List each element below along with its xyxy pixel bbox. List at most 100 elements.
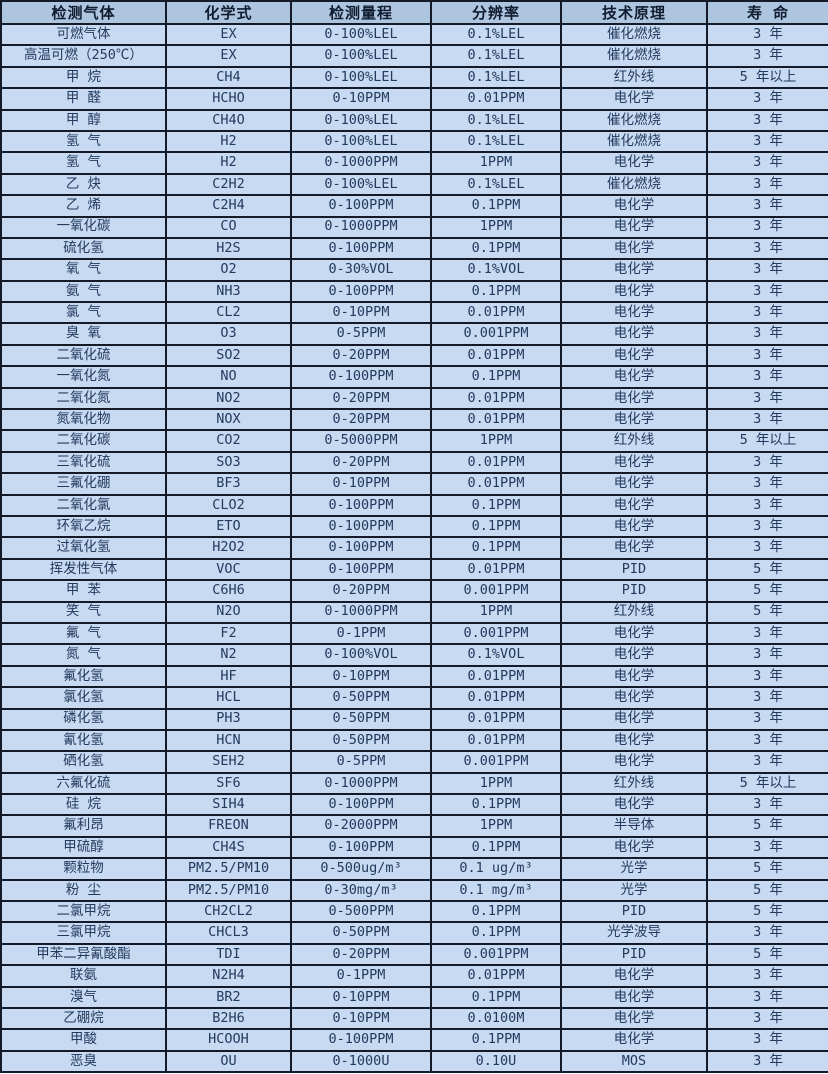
cell-formula: BR2	[165, 985, 292, 1009]
cell-formula: HCOOH	[165, 1028, 292, 1052]
cell-principle: 电化学	[560, 664, 708, 689]
cell-gas: 氧 气	[0, 258, 167, 282]
cell-range: 0-100%LEL	[290, 129, 432, 154]
table-row: 氢 气 H2 0-1000PPM 1PPM 电化学 3 年	[0, 151, 828, 175]
cell-gas: 氯化氢	[0, 686, 167, 710]
cell-range: 0-20PPM	[290, 408, 432, 432]
cell-formula: C2H4	[165, 194, 292, 218]
cell-range: 0-2000PPM	[290, 814, 432, 838]
cell-formula: SO2	[165, 343, 292, 368]
table-row: 氧 气 O2 0-30%VOL 0.1%VOL 电化学 3 年	[0, 258, 828, 282]
cell-resolution: 0.001PPM	[430, 579, 562, 603]
cell-lifespan: 3 年	[706, 536, 828, 560]
cell-gas: 臭 氧	[0, 322, 167, 346]
cell-formula: N2H4	[165, 964, 292, 988]
cell-gas: 甲酸	[0, 1028, 167, 1052]
cell-gas: 二氧化硫	[0, 343, 167, 368]
cell-range: 0-50PPM	[290, 921, 432, 945]
cell-gas: 硅 烷	[0, 793, 167, 817]
cell-lifespan: 3 年	[706, 686, 828, 710]
cell-range: 0-100PPM	[290, 793, 432, 817]
cell-principle: 电化学	[560, 1006, 708, 1031]
cell-formula: O2	[165, 258, 292, 282]
cell-resolution: 0.01PPM	[430, 450, 562, 475]
table-row: 一氧化氮 NO 0-100PPM 0.1PPM 电化学 3 年	[0, 365, 828, 389]
cell-gas: 乙 炔	[0, 172, 167, 197]
cell-range: 0-20PPM	[290, 450, 432, 475]
cell-formula: H2	[165, 151, 292, 175]
cell-lifespan: 3 年	[706, 322, 828, 346]
cell-gas: 三氟化硼	[0, 472, 167, 496]
cell-resolution: 0.1PPM	[430, 194, 562, 218]
cell-resolution: 0.1 ug/m³	[430, 857, 562, 881]
cell-range: 0-100%LEL	[290, 108, 432, 132]
cell-lifespan: 3 年	[706, 22, 828, 47]
header-gas: 检测气体	[0, 0, 167, 25]
cell-resolution: 0.1PPM	[430, 514, 562, 539]
cell-formula: CLO2	[165, 493, 292, 518]
cell-lifespan: 3 年	[706, 707, 828, 731]
cell-resolution: 0.1%LEL	[430, 44, 562, 68]
cell-formula: OU	[165, 1049, 292, 1074]
table-row: 高温可燃（250℃） EX 0-100%LEL 0.1%LEL 催化燃烧 3 年	[0, 44, 828, 68]
cell-range: 0-5PPM	[290, 322, 432, 346]
cell-lifespan: 3 年	[706, 728, 828, 753]
cell-range: 0-1000PPM	[290, 600, 432, 624]
cell-resolution: 1PPM	[430, 600, 562, 624]
cell-lifespan: 3 年	[706, 343, 828, 368]
cell-lifespan: 3 年	[706, 921, 828, 945]
cell-lifespan: 5 年	[706, 942, 828, 967]
cell-range: 0-100%LEL	[290, 22, 432, 47]
cell-formula: FREON	[165, 814, 292, 838]
cell-lifespan: 5 年	[706, 878, 828, 903]
cell-gas: 氢 气	[0, 129, 167, 154]
cell-principle: 催化燃烧	[560, 172, 708, 197]
cell-principle: 光学波导	[560, 921, 708, 945]
cell-range: 0-50PPM	[290, 728, 432, 753]
cell-principle: 电化学	[560, 386, 708, 411]
cell-range: 0-5PPM	[290, 750, 432, 774]
cell-resolution: 0.1PPM	[430, 835, 562, 860]
cell-lifespan: 3 年	[706, 258, 828, 282]
cell-lifespan: 5 年	[706, 579, 828, 603]
spec-table-body: 可燃气体 EX 0-100%LEL 0.1%LEL 催化燃烧 3 年高温可燃（250℃） E…	[0, 22, 828, 1074]
table-row: 二氧化氮 NO2 0-20PPM 0.01PPM 电化学 3 年	[0, 386, 828, 411]
cell-gas: 甲 醇	[0, 108, 167, 132]
cell-lifespan: 3 年	[706, 386, 828, 411]
cell-range: 0-100PPM	[290, 236, 432, 261]
cell-formula: PH3	[165, 707, 292, 731]
header-formula: 化学式	[165, 0, 292, 25]
cell-formula: NO	[165, 365, 292, 389]
cell-principle: 电化学	[560, 151, 708, 175]
cell-range: 0-100PPM	[290, 514, 432, 539]
cell-lifespan: 3 年	[706, 493, 828, 518]
header-range: 检测量程	[290, 0, 432, 25]
cell-range: 0-50PPM	[290, 686, 432, 710]
cell-range: 0-100PPM	[290, 365, 432, 389]
cell-resolution: 0.1PPM	[430, 985, 562, 1009]
table-row: 六氟化硫 SF6 0-1000PPM 1PPM 红外线 5 年以上	[0, 771, 828, 796]
cell-resolution: 0.01PPM	[430, 386, 562, 411]
cell-resolution: 0.1PPM	[430, 279, 562, 304]
cell-principle: 电化学	[560, 793, 708, 817]
table-row: 颗粒物 PM2.5/PM10 0-500ug/m³ 0.1 ug/m³ 光学 5 年	[0, 857, 828, 881]
cell-lifespan: 3 年	[706, 750, 828, 774]
cell-lifespan: 3 年	[706, 514, 828, 539]
table-row: 三氧化硫 SO3 0-20PPM 0.01PPM 电化学 3 年	[0, 450, 828, 475]
cell-resolution: 0.1PPM	[430, 536, 562, 560]
table-row: 氯 气 CL2 0-10PPM 0.01PPM 电化学 3 年	[0, 301, 828, 325]
cell-formula: HCL	[165, 686, 292, 710]
cell-lifespan: 3 年	[706, 793, 828, 817]
cell-gas: 颗粒物	[0, 857, 167, 881]
cell-resolution: 0.01PPM	[430, 301, 562, 325]
cell-formula: EX	[165, 44, 292, 68]
cell-principle: 电化学	[560, 258, 708, 282]
table-row: 笑 气 N2O 0-1000PPM 1PPM 红外线 5 年	[0, 600, 828, 624]
cell-range: 0-500PPM	[290, 899, 432, 924]
cell-principle: 电化学	[560, 536, 708, 560]
cell-principle: 催化燃烧	[560, 44, 708, 68]
cell-lifespan: 3 年	[706, 664, 828, 689]
cell-formula: SF6	[165, 771, 292, 796]
cell-resolution: 1PPM	[430, 771, 562, 796]
cell-principle: 电化学	[560, 621, 708, 646]
